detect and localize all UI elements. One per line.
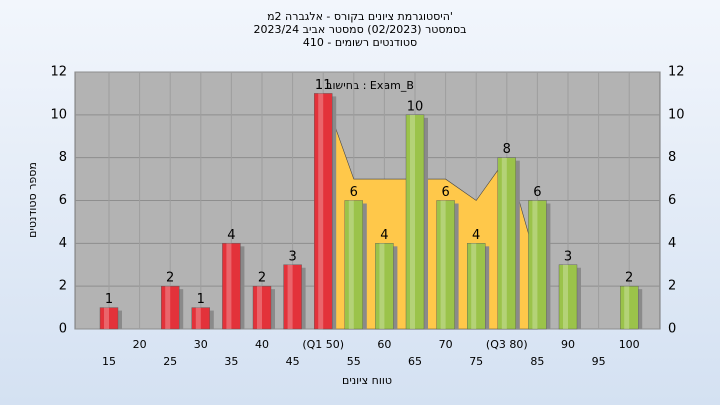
bar [497,157,516,330]
value-label: 11 [315,78,332,93]
value-label: 6 [441,185,449,200]
chart-title: 'היסטוגרמת ציונים בקורס - אלגברה 2מ [267,10,453,23]
x-tick-label: 75 [469,355,483,368]
x-tick-label: 55 [347,355,361,368]
y2-tick-label: 6 [668,193,676,208]
bar [558,264,578,330]
value-label: 4 [380,228,388,243]
bar-highlight [501,157,507,329]
bar [467,243,486,330]
x-tick-label: 30 [194,338,208,351]
bar [436,200,455,330]
bar [375,243,394,330]
value-label: 2 [625,271,633,286]
x-tick-label: 90 [561,338,575,351]
x-tick-label: 85 [530,355,544,368]
value-label: 3 [564,249,572,264]
bar [314,93,333,330]
bar-highlight [104,307,109,329]
x-tick-label: 45 [286,355,300,368]
bar-highlight [440,200,446,329]
bar-highlight [563,264,568,329]
y-axis-label: מספר סטודנטים [26,162,39,238]
value-label: 4 [472,228,480,243]
bar [160,285,180,330]
bar-highlight [226,243,232,329]
y2-tick-label: 12 [668,65,685,80]
x-tick-label: 65 [408,355,422,368]
bar-highlight [471,243,477,329]
value-label: 3 [288,249,296,264]
bar [191,307,211,330]
value-label: 1 [105,292,113,307]
x-tick-label: (Q3 80) [486,338,528,351]
x-tick-label: 100 [619,338,640,351]
bar [528,200,547,330]
bar-highlight [165,286,171,329]
x-tick-label: 15 [102,355,116,368]
annotation: בחישוב : Exam_B [326,79,414,92]
value-label: 6 [533,185,541,200]
value-label: 6 [350,185,358,200]
y2-tick-label: 0 [668,322,676,337]
bar-highlight [318,93,324,330]
x-tick-label: (Q1 50) [302,338,344,351]
y2-tick-label: 10 [668,107,685,122]
x-tick-label: 20 [133,338,147,351]
x-tick-label: 70 [439,338,453,351]
x-axis-label: טווח ציונים [342,374,392,387]
y2-tick-label: 2 [668,279,676,294]
y2-tick-label: 4 [668,236,676,251]
bar [252,285,272,330]
bar [99,307,119,330]
bar-highlight [532,200,538,329]
value-label: 4 [227,228,235,243]
bar [620,285,639,330]
bar-highlight [379,243,385,329]
x-tick-label: 40 [255,338,269,351]
bar-highlight [348,200,354,329]
value-label: 2 [258,271,266,286]
bar [283,264,302,330]
bar-highlight [195,307,201,329]
x-tick-label: 60 [377,338,391,351]
chart-subtitle: בסמסטר (02/2023) סמסטר אביב 2023/24 [253,23,466,36]
bar-highlight [624,286,630,329]
y2-tick-label: 8 [668,150,676,165]
y-tick-label: 10 [50,107,67,122]
y-tick-label: 12 [50,65,67,80]
y-tick-label: 4 [59,236,67,251]
chart-subtitle: סטודנטים רשומים - 410 [303,36,417,49]
y-tick-label: 2 [59,279,67,294]
value-label: 2 [166,271,174,286]
y-tick-label: 6 [59,193,67,208]
x-tick-label: 35 [224,355,238,368]
value-label: 10 [407,99,424,114]
value-label: 1 [197,292,205,307]
bar-highlight [410,114,415,329]
bar [405,114,425,330]
bar-highlight [257,286,262,329]
y-tick-label: 8 [59,150,67,165]
bar-highlight [287,264,293,329]
bar [344,200,363,330]
x-tick-label: 25 [163,355,177,368]
x-tick-label: 95 [592,355,606,368]
y-tick-label: 0 [59,322,67,337]
value-label: 8 [503,142,511,157]
bar [222,243,241,330]
